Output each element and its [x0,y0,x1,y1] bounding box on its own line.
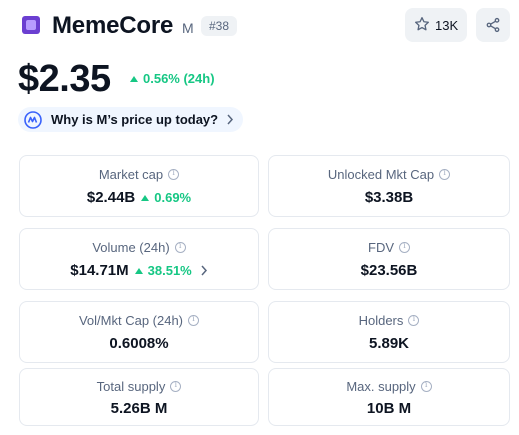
stat-value: $2.44B [86,189,136,206]
stat-card-total-supply: Total supply 5.26B M [19,368,259,426]
stat-card-market-cap: Market cap $2.44B 0.69% [19,155,259,217]
current-price: $2.35 [18,58,111,100]
stat-card-holders: Holders 5.89K [268,301,510,363]
coin-logo-icon [22,16,40,34]
stat-change: 0.69% [141,190,191,205]
stat-label: Max. supply [346,379,416,394]
stat-card-max-supply: Max. supply 10B M [268,368,510,426]
watchlist-count: 13K [435,18,459,33]
up-arrow-icon [130,76,138,82]
stat-card-volume-24h[interactable]: Volume (24h) $14.71M 38.51% [19,228,259,290]
coin-symbol: M [182,20,194,36]
chevron-right-icon [227,114,234,125]
up-arrow-icon [134,268,143,274]
stat-label: Market cap [98,167,164,182]
stat-card-fdv: FDV $23.56B [268,228,510,290]
stat-value: 5.26B M [110,400,168,417]
price-change-value: 0.56% (24h) [143,71,215,86]
stat-value: 10B M [366,400,412,417]
stat-label: Holders [358,313,404,328]
up-arrow-icon [141,195,150,201]
stat-change: 38.51% [134,263,192,278]
price-change-24h: 0.56% (24h) [130,71,215,86]
stat-card-vol-mkt-cap: Vol/Mkt Cap (24h) 0.6008% [19,301,259,363]
info-icon[interactable] [439,168,451,180]
why-price-up-button[interactable]: Why is M’s price up today? [18,107,243,132]
stat-value: $3.38B [364,189,414,206]
share-button[interactable] [476,8,510,42]
stat-card-unlocked-mkt-cap: Unlocked Mkt Cap $3.38B [268,155,510,217]
stat-change-value: 0.69% [154,190,192,205]
info-icon[interactable] [399,241,410,253]
info-icon[interactable] [420,380,432,392]
stat-value: 5.89K [368,335,410,352]
info-icon[interactable] [174,241,186,253]
info-icon[interactable] [170,380,182,392]
chevron-right-icon[interactable] [200,265,208,276]
stat-value: 0.6008% [109,335,169,352]
coin-header: MemeCore M #38 13K [20,8,510,42]
ai-sparkle-icon [24,111,42,129]
coin-name: MemeCore [52,12,174,39]
share-icon [486,17,500,33]
why-price-up-label: Why is M’s price up today? [51,112,219,127]
stat-value: $23.56B [360,262,418,279]
stat-label: Volume (24h) [92,240,170,255]
info-icon[interactable] [168,168,180,180]
info-icon[interactable] [188,314,200,326]
stat-change-value: 38.51% [147,263,192,278]
stat-label: Vol/Mkt Cap (24h) [78,313,184,328]
star-icon [415,17,429,31]
stat-label: Unlocked Mkt Cap [327,167,435,182]
stat-value: $14.71M [70,262,129,279]
stat-label: Total supply [96,379,166,394]
info-icon[interactable] [408,314,420,326]
stat-label: FDV [368,240,394,255]
watchlist-button[interactable]: 13K [405,8,467,42]
rank-badge: #38 [201,16,238,36]
